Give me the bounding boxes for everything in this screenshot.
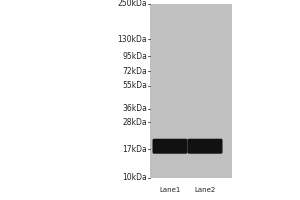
Text: 10kDa: 10kDa — [122, 173, 147, 182]
Text: 130kDa: 130kDa — [117, 35, 147, 44]
Text: Lane2: Lane2 — [194, 187, 216, 193]
Text: 55kDa: 55kDa — [122, 81, 147, 90]
FancyBboxPatch shape — [188, 139, 223, 154]
Text: 72kDa: 72kDa — [122, 67, 147, 76]
FancyBboxPatch shape — [152, 139, 188, 154]
Text: 95kDa: 95kDa — [122, 52, 147, 61]
Text: 36kDa: 36kDa — [122, 104, 147, 113]
Text: 17kDa: 17kDa — [122, 145, 147, 154]
Text: 28kDa: 28kDa — [122, 118, 147, 127]
Text: 250kDa: 250kDa — [117, 0, 147, 8]
Text: Lane1: Lane1 — [159, 187, 181, 193]
Bar — [150, 4, 232, 178]
